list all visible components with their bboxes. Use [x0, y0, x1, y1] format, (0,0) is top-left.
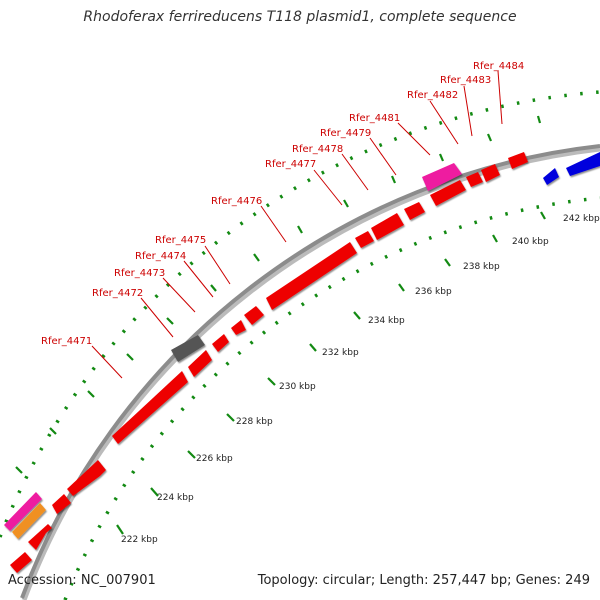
scale-tick-224 [150, 487, 159, 497]
leader-4474 [183, 260, 214, 298]
scale-label-236: 236 kbp [415, 287, 452, 297]
scale-label-234: 234 kbp [368, 316, 405, 326]
leader-4476 [260, 205, 287, 243]
leader-4478 [341, 153, 369, 191]
gene-feature [404, 202, 425, 220]
outer-major-ticks [15, 115, 542, 474]
gene-feature-pink [422, 163, 462, 191]
gene-label-rfer-4479: Rfer_4479 [320, 128, 371, 139]
gene-track [4, 152, 600, 573]
scale-tick-ring [63, 196, 600, 600]
gene-feature [212, 334, 229, 352]
scale-label-242: 242 kbp [563, 214, 600, 224]
scale-tick-236 [398, 283, 405, 292]
accession-text: Accession: NC_007901 [8, 573, 156, 588]
gene-feature-orange [12, 503, 46, 539]
gene-feature-gray [171, 335, 205, 362]
gene-feature [508, 152, 528, 169]
gene-feature [430, 180, 466, 206]
gene-feature [52, 494, 71, 514]
scale-tick-230 [267, 377, 276, 386]
scale-label-228: 228 kbp [236, 417, 273, 427]
leader-4482 [429, 100, 459, 145]
gene-label-rfer-4482: Rfer_4482 [407, 90, 458, 101]
gene-label-rfer-4483: Rfer_4483 [440, 75, 491, 86]
major-scale-ticks [116, 211, 546, 535]
leader-4477 [313, 169, 343, 206]
label-leaders [91, 70, 503, 379]
scale-tick-232 [309, 343, 317, 352]
scale-label-222: 222 kbp [121, 535, 158, 545]
scale-label-232: 232 kbp [322, 348, 359, 358]
scale-label-240: 240 kbp [512, 237, 549, 247]
leader-4471 [91, 345, 123, 379]
gene-label-rfer-4475: Rfer_4475 [155, 235, 206, 246]
gene-label-rfer-4474: Rfer_4474 [135, 251, 186, 262]
gene-feature [355, 231, 374, 248]
leader-4484 [497, 70, 503, 125]
leader-4479 [369, 137, 397, 176]
backbone-shadow [21, 146, 600, 600]
gene-label-rfer-4484: Rfer_4484 [473, 61, 524, 72]
gene-feature [266, 242, 357, 310]
scale-tick-228 [226, 413, 235, 422]
gene-feature [481, 164, 500, 182]
scale-tick-226 [187, 450, 196, 459]
scale-label-226: 226 kbp [196, 454, 233, 464]
gene-feature-reverse [566, 152, 600, 176]
gene-label-rfer-4471: Rfer_4471 [41, 336, 92, 347]
gene-feature-pink [4, 492, 42, 531]
scale-tick-234 [353, 311, 361, 320]
backbone [20, 144, 600, 599]
scale-label-230: 230 kbp [279, 382, 316, 392]
gene-feature [112, 371, 188, 444]
scale-tick-222 [116, 524, 124, 535]
gene-label-rfer-4473: Rfer_4473 [114, 268, 165, 279]
leader-4483 [463, 85, 473, 137]
gene-label-rfer-4476: Rfer_4476 [211, 196, 262, 207]
gene-feature [466, 172, 483, 187]
sequence-summary: Topology: circular; Length: 257,447 bp; … [257, 573, 590, 588]
gene-feature [67, 460, 106, 496]
scale-tick-242 [540, 211, 546, 220]
gene-feature [244, 306, 264, 325]
leader-4473 [162, 277, 196, 313]
leader-4472 [140, 297, 174, 338]
gene-label-rfer-4478: Rfer_4478 [292, 144, 343, 155]
gene-feature [371, 213, 404, 240]
scale-label-238: 238 kbp [463, 262, 500, 272]
gene-feature-reverse [543, 168, 559, 185]
gene-label-rfer-4477: Rfer_4477 [265, 159, 316, 170]
map-title: Rhodoferax ferrireducens T118 plasmid1, … [83, 9, 517, 25]
gene-feature [188, 350, 212, 377]
leader-4481 [397, 122, 431, 156]
leader-4475 [204, 245, 231, 285]
scale-label-224: 224 kbp [157, 493, 194, 503]
gene-label-rfer-4481: Rfer_4481 [349, 113, 400, 124]
scale-tick-240 [492, 234, 498, 243]
gene-feature [231, 320, 246, 335]
gene-label-rfer-4472: Rfer_4472 [92, 288, 143, 299]
scale-tick-238 [444, 258, 451, 267]
gene-feature [10, 552, 32, 573]
gene-feature [28, 524, 52, 550]
